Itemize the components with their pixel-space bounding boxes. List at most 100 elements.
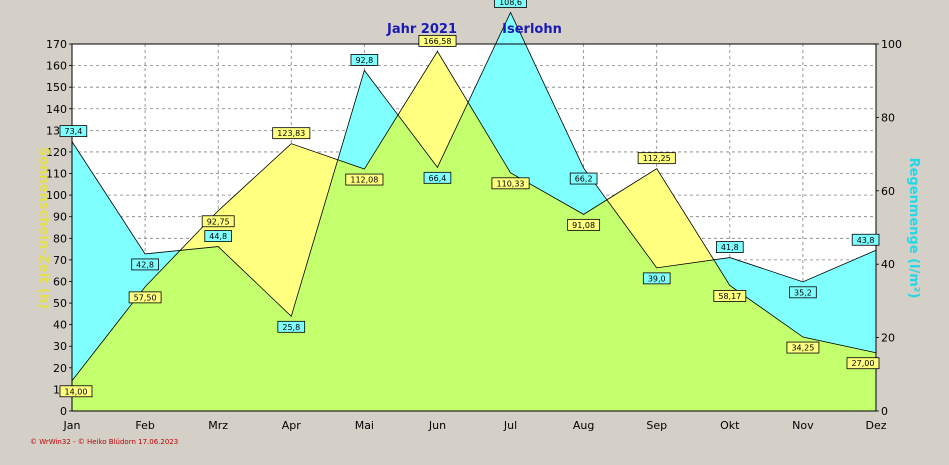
y-axis-left-label: Sonnenschein-Zeit (h) [36, 147, 51, 309]
x-tick-label: Nov [792, 419, 814, 432]
x-tick-label: Aug [573, 419, 594, 432]
y-left-tick-label: 0 [60, 405, 67, 418]
sunshine-data-label-box [345, 173, 384, 186]
rain-data-label: 25,8 [277, 320, 306, 333]
sunshine-data-label: 34,25 [786, 341, 820, 354]
y-left-tick-label: 40 [53, 319, 67, 332]
x-tick-label: Jun [428, 419, 446, 432]
rain-data-label-box [569, 172, 598, 185]
rain-data-label-text: 35,2 [794, 288, 812, 297]
y-left-tick-label: 120 [46, 146, 67, 159]
sunshine-data-label-text: 112,08 [350, 176, 378, 185]
y-right-tick-label: 20 [881, 332, 895, 345]
chart-title-year: Jahr 2021 [386, 22, 457, 37]
sunshine-data-label: 91,08 [567, 218, 601, 231]
y-left-tick-label: 170 [46, 38, 67, 51]
x-tick-label: Dez [865, 419, 886, 432]
x-tick-label: Jan [63, 419, 81, 432]
sunshine-data-label-box [128, 291, 162, 304]
sunshine-data-label-box [418, 34, 457, 47]
sunshine-data-label: 112,08 [345, 173, 384, 186]
sunshine-data-label-box [786, 341, 820, 354]
rain-line [71, 11, 877, 318]
rain-data-label: 43,8 [851, 233, 880, 246]
sunshine-data-label: 112,25 [637, 152, 676, 165]
rain-data-label: 73,4 [59, 125, 88, 138]
chart-title-place: Iserlohn [502, 22, 562, 37]
x-tick-label: Okt [720, 419, 740, 432]
rain-data-label-box [789, 286, 817, 299]
rain-data-label-box [494, 0, 527, 8]
sunshine-data-label-text: 166,58 [423, 37, 451, 46]
x-tick-label: Mai [355, 419, 374, 432]
y-left-tick-label: 50 [53, 297, 67, 310]
rain-data-label-box [716, 241, 744, 253]
y-left-tick-label: 30 [53, 340, 67, 353]
sunshine-data-label-text: 14,00 [65, 387, 88, 396]
rain-data-label: 39,0 [642, 272, 671, 285]
sunshine-data-label-text: 112,25 [643, 154, 671, 163]
rain-data-label-box [642, 272, 671, 285]
y-left-tick-label: 70 [53, 254, 67, 267]
rain-data-label: 44,8 [204, 230, 232, 242]
x-tick-label: Jul [503, 419, 517, 432]
rain-data-label: 92,8 [350, 54, 379, 66]
rain-data-label-text: 43,8 [857, 236, 875, 245]
rain-data-label-box [350, 54, 379, 66]
y-left-tick-label: 100 [46, 189, 67, 202]
y-right-tick-label: 100 [881, 38, 902, 51]
rain-data-label-box [59, 125, 88, 138]
areas [71, 11, 877, 411]
sunshine-data-label-text: 123,83 [277, 129, 305, 138]
rain-data-label-text: 66,2 [575, 175, 593, 184]
sunshine-data-label: 92,75 [201, 215, 235, 228]
y-left-tick-label: 140 [46, 103, 67, 116]
data-labels: 14,00 57,50 92,75 123,83 112,08 166,58 110,33 9… [59, 0, 880, 398]
sunshine-data-label-text: 27,00 [852, 359, 875, 368]
rain-data-label-text: 44,8 [209, 232, 227, 241]
sunshine-data-label: 110,33 [491, 177, 530, 190]
y-left-tick-label: 150 [46, 81, 67, 94]
rain-data-label: 66,4 [423, 171, 452, 184]
sunshine-data-label-box [713, 290, 747, 302]
sunshine-data-label-box [491, 177, 530, 190]
sunshine-data-label-box [59, 385, 93, 398]
x-tick-label: Mrz [208, 419, 228, 432]
rain-data-label-text: 108,6 [499, 0, 522, 7]
sunshine-data-label: 58,17 [713, 290, 747, 302]
sunshine-data-label-text: 34,25 [791, 344, 814, 353]
y-left-tick-label: 160 [46, 60, 67, 73]
footer-credit: © WrWin32 - © Heiko Blüdorn 17.06.2023 [30, 438, 178, 446]
sunshine-data-label-box [846, 357, 880, 370]
rain-data-label-text: 41,8 [721, 243, 739, 252]
rain-data-label: 66,2 [569, 172, 598, 185]
rain-data-label-text: 25,8 [282, 323, 300, 332]
rain-data-label-text: 92,8 [355, 56, 373, 65]
y-left-tick-label: 90 [53, 211, 67, 224]
x-tick-label: Sep [646, 419, 667, 432]
rain-data-label: 108,6 [494, 0, 527, 8]
x-tick-label: Feb [135, 419, 154, 432]
rain-data-label-box [204, 230, 232, 242]
sunshine-data-label-box [272, 127, 311, 140]
sunshine-data-label: 14,00 [59, 385, 93, 398]
y-right-tick-label: 40 [881, 258, 895, 271]
y-left-tick-label: 80 [53, 232, 67, 245]
plot-border [71, 43, 877, 412]
sunshine-data-label: 27,00 [846, 357, 880, 370]
sunshine-data-label: 57,50 [128, 291, 162, 304]
sunshine-data-label-text: 110,33 [497, 179, 525, 188]
sunshine-data-label-box [201, 215, 235, 228]
y-left-tick-label: 110 [46, 168, 67, 181]
rain-data-label-box [277, 320, 306, 333]
sunshine-data-label-box [567, 218, 601, 231]
y-left-tick-label: 20 [53, 362, 67, 375]
rain-data-label-box [131, 258, 159, 271]
y-right-tick-label: 60 [881, 185, 895, 198]
y-left-tick-label: 60 [53, 275, 67, 288]
sunshine-data-label-text: 92,75 [207, 217, 230, 226]
rain-data-label: 41,8 [716, 241, 744, 253]
x-tick-label: Apr [282, 419, 302, 432]
y-right-tick-label: 0 [881, 405, 888, 418]
